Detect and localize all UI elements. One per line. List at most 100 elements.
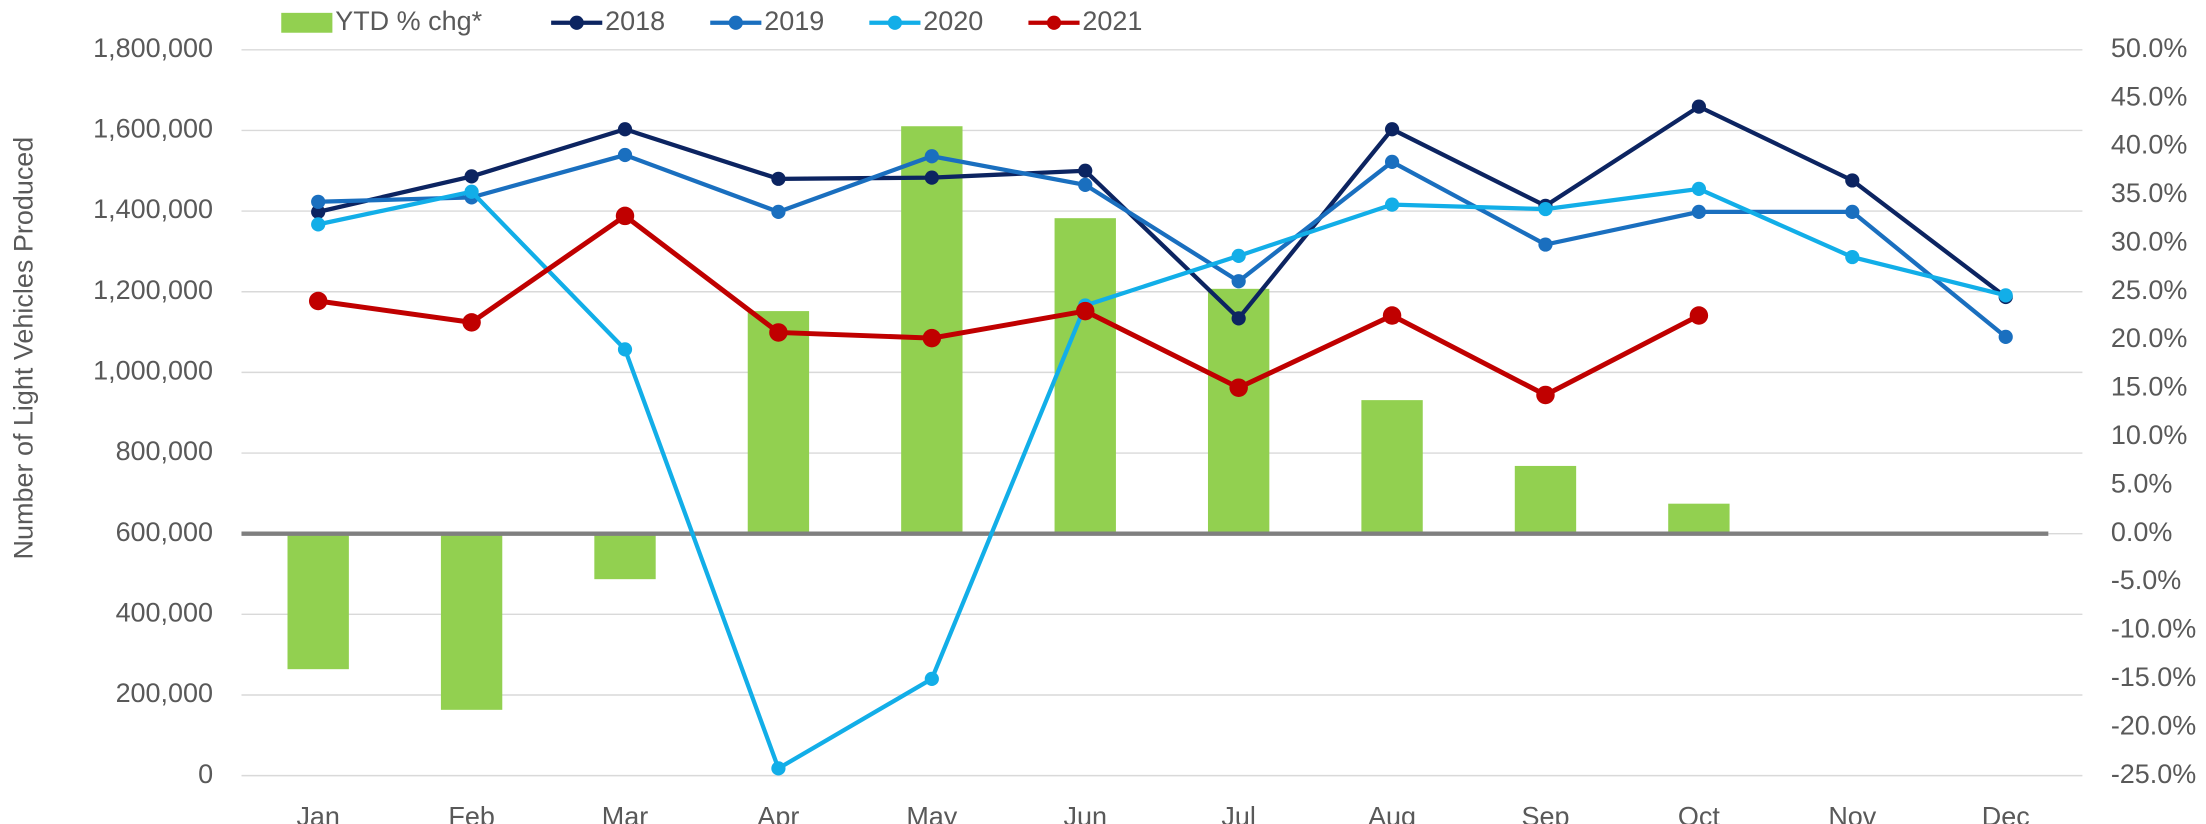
y2-tick-label: -5.0% xyxy=(2111,565,2181,595)
bar xyxy=(1361,400,1423,534)
y-tick-label: 1,000,000 xyxy=(93,356,213,386)
bar xyxy=(594,533,656,580)
x-tick-label: Jul xyxy=(1221,801,1255,824)
x-tick-label: Feb xyxy=(448,801,494,824)
y-tick-label: 1,800,000 xyxy=(93,33,213,63)
legend-label: YTD % chg* xyxy=(335,6,482,36)
marker xyxy=(924,149,939,164)
legend-swatch xyxy=(569,15,584,30)
marker xyxy=(615,206,635,226)
marker xyxy=(1691,181,1706,197)
line xyxy=(318,152,2008,339)
x-tick-label: Jun xyxy=(1064,801,1107,824)
line xyxy=(317,212,1701,398)
x-tick-label: May xyxy=(906,801,957,824)
marker xyxy=(1689,306,1709,325)
marker xyxy=(922,328,942,348)
x-tick-label: Jan xyxy=(296,801,339,824)
marker xyxy=(617,342,633,357)
marker xyxy=(1998,288,2013,303)
y-tick-label: 800,000 xyxy=(116,436,214,466)
y-tick-label: 1,200,000 xyxy=(93,275,213,305)
marker xyxy=(1538,201,1553,217)
bar xyxy=(747,311,810,534)
marker xyxy=(1231,274,1246,289)
y2-tick-label: 10.0% xyxy=(2111,420,2187,450)
legend-swatch xyxy=(1046,15,1062,30)
marker xyxy=(311,194,326,209)
y2-tick-label: 45.0% xyxy=(2111,81,2187,111)
x-tick-label: Nov xyxy=(1828,801,1876,824)
y2-tick-label: 5.0% xyxy=(2111,468,2172,498)
marker xyxy=(1076,301,1095,321)
marker xyxy=(1998,329,2013,345)
y2-tick-label: 25.0% xyxy=(2111,275,2187,305)
marker xyxy=(1384,197,1400,212)
marker xyxy=(1078,177,1093,192)
y2-tick-label: 15.0% xyxy=(2111,372,2187,402)
x-tick-label: Aug xyxy=(1368,801,1416,824)
bar xyxy=(1054,218,1116,534)
marker xyxy=(924,671,939,686)
y2-tick-label: -25.0% xyxy=(2111,759,2196,789)
marker xyxy=(1691,99,1706,114)
y-tick-label: 600,000 xyxy=(116,517,214,547)
y2-tick-label: 40.0% xyxy=(2111,130,2187,160)
marker xyxy=(462,313,481,332)
marker xyxy=(464,184,479,199)
bar xyxy=(287,533,349,670)
y2-tick-label: -15.0% xyxy=(2111,662,2196,692)
y-tick-label: 200,000 xyxy=(116,678,214,708)
y2-tick-label: 50.0% xyxy=(2111,33,2187,63)
y-tick-label: 1,400,000 xyxy=(93,194,213,224)
marker xyxy=(1691,204,1706,219)
y2-tick-label: -10.0% xyxy=(2111,614,2196,644)
x-tick-label: Sep xyxy=(1521,801,1569,824)
bar xyxy=(1514,465,1577,534)
marker xyxy=(1845,204,1860,219)
marker xyxy=(464,169,479,184)
legend-swatch xyxy=(728,15,743,30)
y2-tick-label: -20.0% xyxy=(2111,710,2196,740)
legend-label: 2018 xyxy=(605,6,665,36)
marker xyxy=(771,171,786,186)
marker xyxy=(1231,311,1246,326)
y-tick-label: 1,600,000 xyxy=(93,114,213,144)
marker xyxy=(1231,248,1246,263)
marker xyxy=(1078,163,1093,178)
marker xyxy=(771,204,786,219)
bar xyxy=(1207,288,1270,534)
marker xyxy=(308,291,328,311)
y-tick-label: 0 xyxy=(198,759,213,789)
y2-tick-label: 30.0% xyxy=(2111,226,2187,256)
marker xyxy=(1384,122,1400,137)
marker xyxy=(311,217,326,232)
y2-tick-label: 0.0% xyxy=(2111,517,2172,547)
bar xyxy=(1668,503,1730,534)
legend-label: 2021 xyxy=(1082,6,1142,36)
marker xyxy=(1536,385,1555,405)
bar xyxy=(440,533,503,710)
line xyxy=(317,186,2007,772)
legend-swatch xyxy=(281,12,333,33)
marker xyxy=(617,122,633,137)
marker xyxy=(311,204,326,219)
marker xyxy=(1538,237,1553,252)
line xyxy=(317,104,2008,322)
x-tick-label: Oct xyxy=(1678,801,1720,824)
x-tick-label: Mar xyxy=(602,801,648,824)
legend-swatch xyxy=(887,15,903,30)
x-tick-label: Apr xyxy=(757,801,799,824)
marker xyxy=(769,323,788,342)
legend-label: 2019 xyxy=(764,6,824,36)
y2-tick-label: 20.0% xyxy=(2111,323,2187,353)
marker xyxy=(1845,249,1860,265)
marker xyxy=(1845,173,1860,188)
legend-label: 2020 xyxy=(923,6,983,36)
y-axis-label: Number of Light Vehicles Produced xyxy=(9,137,39,560)
marker xyxy=(1382,306,1402,325)
x-tick-label: Dec xyxy=(1982,801,2030,824)
marker xyxy=(1384,154,1400,169)
y2-tick-label: 35.0% xyxy=(2111,178,2187,208)
